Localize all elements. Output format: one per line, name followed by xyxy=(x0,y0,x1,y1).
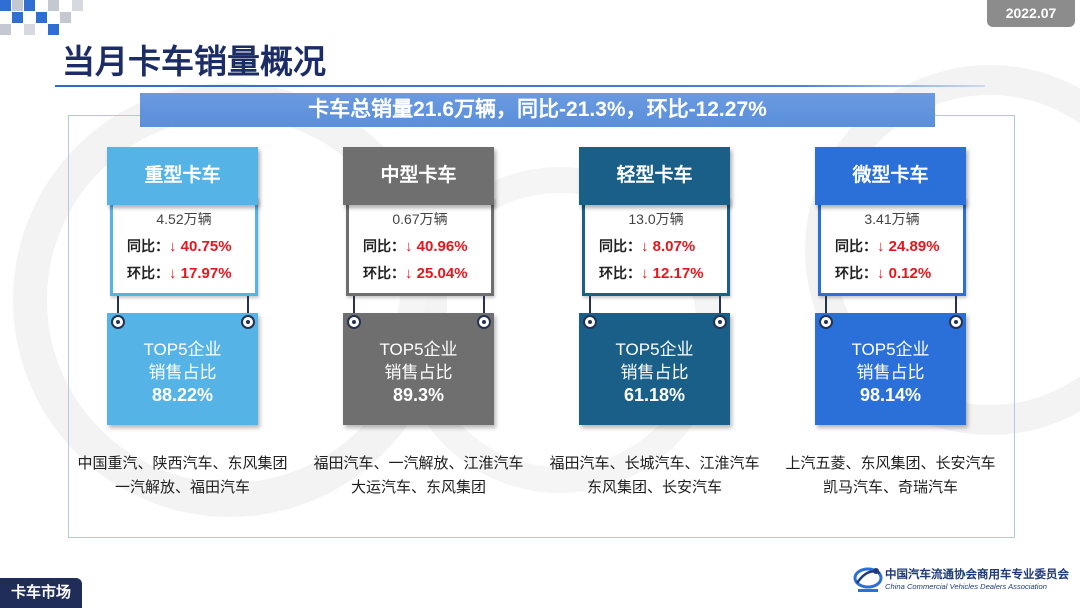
companies-line: 一汽解放、福田汽车 xyxy=(114,479,250,496)
category-header: 中型卡车 xyxy=(343,147,494,205)
yoy-row: 同比：↓ 24.89% xyxy=(821,233,963,260)
top5-share-value: 88.22% xyxy=(151,385,214,405)
yoy-value: ↓ 8.07% xyxy=(641,238,696,255)
corner-pattern xyxy=(0,0,83,35)
mom-label: 环比： xyxy=(127,265,169,281)
yoy-value: ↓ 40.75% xyxy=(169,238,232,255)
connector-line xyxy=(825,296,827,318)
mom-label: 环比： xyxy=(835,265,877,281)
mom-value: ↓ 12.17% xyxy=(641,265,704,282)
connector-ring-icon xyxy=(949,315,963,329)
yoy-value: ↓ 24.89% xyxy=(877,238,940,255)
column-light-truck: 轻型卡车 13.0万辆 同比：↓ 8.07% 环比：↓ 12.17% TOP5企… xyxy=(549,147,760,500)
connector-line xyxy=(117,296,119,318)
connector-ring-icon xyxy=(713,315,727,329)
top5-share-box: TOP5企业 销售占比 98.14% xyxy=(815,313,966,425)
summary-banner: 卡车总销量21.6万辆，同比-21.3%，环比-12.27% xyxy=(140,93,935,127)
top5-companies: 福田汽车、一汽解放、江淮汽车 大运汽车、东风集团 xyxy=(298,452,539,500)
top5-companies: 中国重汽、陕西汽车、东风集团 一汽解放、福田汽车 xyxy=(62,452,303,500)
org-name-en: China Commercial Vehicles Dealers Associ… xyxy=(885,582,1047,591)
companies-line: 上汽五菱、东风集团、长安汽车 xyxy=(785,455,996,472)
stats-box: 13.0万辆 同比：↓ 8.07% 环比：↓ 12.17% xyxy=(582,197,730,296)
top5-share-value: 98.14% xyxy=(859,385,922,405)
yoy-row: 同比：↓ 40.75% xyxy=(113,233,255,260)
top5-label: 销售占比 xyxy=(856,362,925,382)
sales-volume: 13.0万辆 xyxy=(628,211,684,227)
top5-companies: 福田汽车、长城汽车、江淮汽车 东风集团、长安汽车 xyxy=(534,452,775,500)
top5-label: 销售占比 xyxy=(620,362,689,382)
top5-label: TOP5企业 xyxy=(379,340,458,359)
connector-ring-icon xyxy=(347,315,361,329)
yoy-value: ↓ 40.96% xyxy=(405,238,468,255)
companies-line: 福田汽车、长城汽车、江淮汽车 xyxy=(549,455,760,472)
column-mini-truck: 微型卡车 3.41万辆 同比：↓ 24.89% 环比：↓ 0.12% TOP5企… xyxy=(785,147,996,500)
mom-value: ↓ 0.12% xyxy=(877,265,932,282)
connector-line xyxy=(719,296,721,318)
sales-volume: 3.41万辆 xyxy=(864,211,920,227)
connector-line xyxy=(483,296,485,318)
connector-ring-icon xyxy=(241,315,255,329)
connector-line xyxy=(247,296,249,318)
category-header: 轻型卡车 xyxy=(579,147,730,205)
connector-ring-icon xyxy=(583,315,597,329)
sales-volume: 0.67万辆 xyxy=(392,211,448,227)
top5-share-box: TOP5企业 销售占比 88.22% xyxy=(107,313,258,425)
connector-line xyxy=(589,296,591,318)
mom-value: ↓ 25.04% xyxy=(405,265,468,282)
connector-line xyxy=(955,296,957,318)
mom-row: 环比：↓ 25.04% xyxy=(349,260,491,287)
org-name-cn: 中国汽车流通协会商用车专业委员会 xyxy=(885,569,1069,581)
page-title: 当月卡车销量概况 xyxy=(62,43,326,80)
mom-value: ↓ 17.97% xyxy=(169,265,232,282)
top5-share-box: TOP5企业 销售占比 89.3% xyxy=(343,313,494,425)
companies-line: 中国重汽、陕西汽车、东风集团 xyxy=(77,455,288,472)
yoy-label: 同比： xyxy=(363,238,405,254)
stats-box: 4.52万辆 同比：↓ 40.75% 环比：↓ 17.97% xyxy=(110,197,258,296)
yoy-label: 同比： xyxy=(127,238,169,254)
yoy-row: 同比：↓ 40.96% xyxy=(349,233,491,260)
top5-share-box: TOP5企业 销售占比 61.18% xyxy=(579,313,730,425)
mom-label: 环比： xyxy=(363,265,405,281)
date-tab: 2022.07 xyxy=(987,0,1075,27)
association-logo-icon xyxy=(853,567,883,592)
companies-line: 凯马汽车、奇瑞汽车 xyxy=(822,479,958,496)
title-underline xyxy=(55,85,985,87)
connector-ring-icon xyxy=(111,315,125,329)
top5-share-value: 61.18% xyxy=(623,385,686,405)
column-medium-truck: 中型卡车 0.67万辆 同比：↓ 40.96% 环比：↓ 25.04% TOP5… xyxy=(313,147,524,500)
sales-volume: 4.52万辆 xyxy=(156,211,212,227)
connector-ring-icon xyxy=(477,315,491,329)
category-header: 微型卡车 xyxy=(815,147,966,205)
top5-label: 销售占比 xyxy=(148,362,217,382)
companies-line: 福田汽车、一汽解放、江淮汽车 xyxy=(313,455,524,472)
column-heavy-truck: 重型卡车 4.52万辆 同比：↓ 40.75% 环比：↓ 17.97% TOP5… xyxy=(77,147,288,500)
companies-line: 大运汽车、东风集团 xyxy=(350,479,486,496)
yoy-label: 同比： xyxy=(835,238,877,254)
category-header: 重型卡车 xyxy=(107,147,258,205)
yoy-label: 同比： xyxy=(599,238,641,254)
yoy-row: 同比：↓ 8.07% xyxy=(585,233,727,260)
top5-share-value: 89.3% xyxy=(392,385,445,405)
top5-label: 销售占比 xyxy=(384,362,453,382)
companies-line: 东风集团、长安汽车 xyxy=(586,479,722,496)
top5-companies: 上汽五菱、东风集团、长安汽车 凯马汽车、奇瑞汽车 xyxy=(770,452,1011,500)
section-tab: 卡车市场 xyxy=(0,578,82,608)
mom-row: 环比：↓ 12.17% xyxy=(585,260,727,287)
mom-row: 环比：↓ 17.97% xyxy=(113,260,255,287)
connector-ring-icon xyxy=(819,315,833,329)
top5-label: TOP5企业 xyxy=(143,340,222,359)
stats-box: 0.67万辆 同比：↓ 40.96% 环比：↓ 25.04% xyxy=(346,197,494,296)
mom-row: 环比：↓ 0.12% xyxy=(821,260,963,287)
connector-line xyxy=(353,296,355,318)
mom-label: 环比： xyxy=(599,265,641,281)
stats-box: 3.41万辆 同比：↓ 24.89% 环比：↓ 0.12% xyxy=(818,197,966,296)
top5-label: TOP5企业 xyxy=(851,340,930,359)
top5-label: TOP5企业 xyxy=(615,340,694,359)
association-logo-text: 中国汽车流通协会商用车专业委员会 China Commercial Vehicl… xyxy=(885,568,1069,592)
